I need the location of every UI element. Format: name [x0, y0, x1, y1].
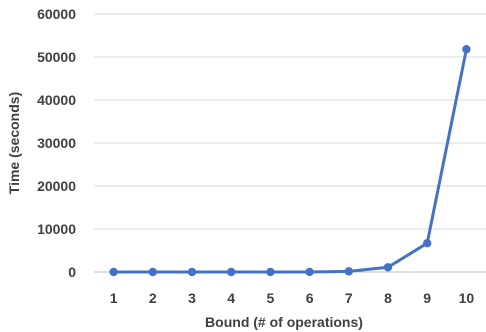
data-point [227, 267, 236, 277]
x-tick-label: 8 [384, 290, 392, 306]
data-point [148, 267, 157, 277]
x-tick-label: 4 [227, 290, 235, 306]
data-point [383, 263, 393, 272]
x-tick-label: 3 [188, 290, 196, 306]
tick-labels: 0 10000 20000 30000 40000 50000 60000 1 2 3 4 5 6 7 8 9… [37, 6, 474, 306]
y-tick-label: 0 [68, 264, 76, 280]
x-axis-title: Bound (# of operations) [205, 314, 363, 330]
x-tick-label: 7 [345, 290, 353, 306]
x-tick-label: 5 [267, 290, 275, 306]
x-tick-label: 10 [459, 290, 475, 306]
data-point [266, 267, 275, 277]
data-point [187, 267, 197, 277]
y-axis-title: Time (seconds) [6, 92, 22, 194]
data-point [305, 267, 314, 277]
y-tick-label: 10000 [37, 221, 76, 237]
data-point [423, 238, 432, 248]
y-tick-label: 30000 [37, 135, 76, 151]
x-tick-label: 6 [306, 290, 314, 306]
x-tick-label: 9 [423, 290, 431, 306]
y-tick-label: 60000 [37, 6, 76, 22]
data-point [344, 267, 353, 276]
series-line [112, 47, 468, 274]
series-layer [109, 45, 471, 277]
gridlines [94, 13, 486, 230]
data-point [109, 267, 118, 277]
x-tick-label: 2 [149, 290, 157, 306]
x-tick-label: 1 [110, 290, 118, 306]
data-point [462, 45, 471, 54]
y-tick-label: 20000 [37, 178, 76, 194]
y-tick-label: 50000 [37, 49, 76, 65]
y-tick-label: 40000 [37, 92, 76, 108]
